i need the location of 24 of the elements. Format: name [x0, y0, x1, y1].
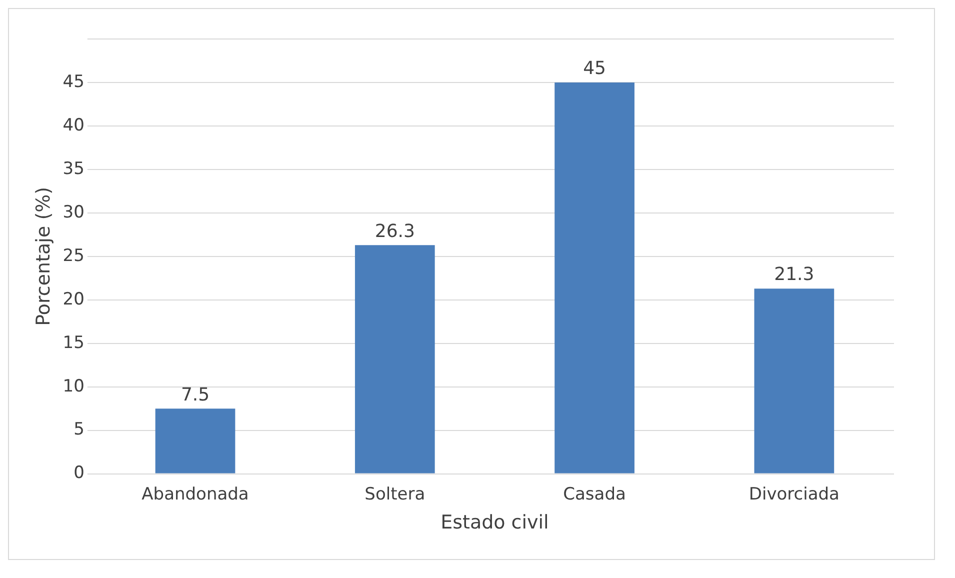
x-tick-label: Casada [563, 484, 626, 504]
y-tick-label: 25 [62, 246, 84, 266]
data-label: 21.3 [774, 264, 814, 286]
y-tick-label: 40 [62, 115, 84, 136]
bar [754, 288, 834, 474]
y-tick-label: 45 [62, 72, 84, 92]
data-label: 7.5 [180, 384, 210, 406]
x-axis-title: Estado civil [440, 512, 549, 534]
y-tick-label: 20 [62, 289, 84, 310]
x-tick-label: Abandonada [142, 484, 249, 504]
y-tick-label: 35 [62, 158, 84, 179]
y-tick-label: 0 [74, 463, 84, 484]
x-tick-label: Soltera [364, 484, 426, 504]
bar [354, 245, 435, 474]
y-tick-label: 10 [62, 376, 84, 396]
y-tick-label: 5 [74, 420, 84, 440]
y-tick-label: 15 [62, 332, 84, 353]
bar [554, 82, 634, 474]
data-label: 45 [583, 58, 606, 80]
y-tick-label: 30 [62, 202, 84, 222]
y-axis-title: Porcentaje (%) [32, 186, 54, 326]
data-label: 26.3 [374, 220, 415, 242]
x-tick-label: Divorciada [748, 484, 840, 504]
bar [155, 408, 236, 474]
